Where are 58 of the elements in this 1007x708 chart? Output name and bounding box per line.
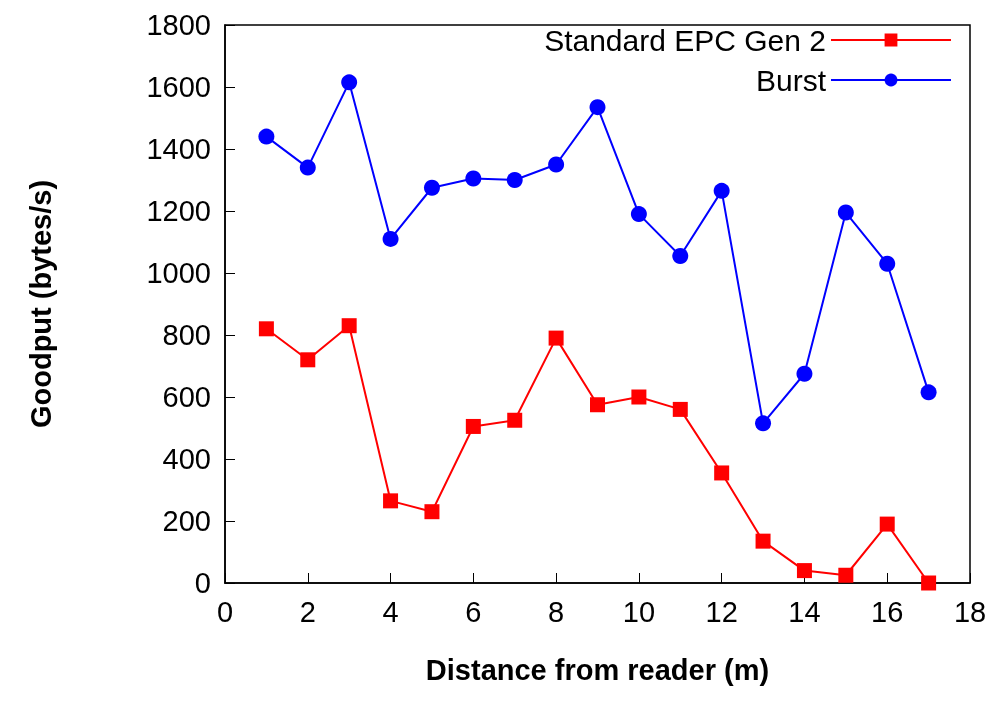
point bbox=[341, 318, 357, 334]
point bbox=[672, 247, 689, 264]
point bbox=[258, 128, 275, 145]
y-tick-label: 1600 bbox=[146, 71, 211, 103]
point bbox=[921, 575, 937, 591]
point bbox=[548, 156, 565, 173]
legend-label: Burst bbox=[755, 63, 827, 97]
point bbox=[258, 321, 274, 337]
x-tick-label: 16 bbox=[871, 595, 904, 628]
y-tick-label: 1000 bbox=[146, 257, 211, 289]
point bbox=[631, 389, 647, 405]
y-axis-title: Goodput (bytes/s) bbox=[24, 179, 57, 429]
point bbox=[630, 206, 647, 223]
point bbox=[755, 415, 772, 432]
point bbox=[382, 230, 399, 247]
y-tick-label: 400 bbox=[162, 443, 211, 475]
point bbox=[465, 418, 481, 434]
point bbox=[507, 412, 523, 428]
x-tick-label: 0 bbox=[216, 595, 234, 628]
x-tick-label: 6 bbox=[465, 595, 482, 628]
y-tick-label: 600 bbox=[162, 381, 211, 413]
point bbox=[424, 504, 440, 520]
point bbox=[300, 352, 316, 368]
point bbox=[341, 74, 358, 91]
y-tick-label: 1200 bbox=[146, 195, 211, 227]
x-tick-label: 12 bbox=[705, 595, 738, 628]
point bbox=[506, 172, 523, 188]
y-tick-label: 1400 bbox=[146, 133, 211, 165]
point bbox=[589, 99, 606, 116]
point bbox=[423, 179, 440, 196]
point bbox=[796, 563, 812, 579]
point bbox=[383, 493, 399, 509]
x-tick-label: 14 bbox=[788, 595, 821, 628]
legend-label: Standard EPC Gen 2 bbox=[544, 23, 826, 57]
y-tick-label: 1800 bbox=[146, 9, 211, 41]
point bbox=[465, 170, 482, 187]
y-tick-label: 200 bbox=[162, 505, 211, 537]
point bbox=[796, 365, 813, 382]
x-tick-label: 10 bbox=[622, 595, 656, 628]
x-tick-label: 4 bbox=[382, 595, 399, 628]
point bbox=[299, 159, 316, 176]
x-tick-label: 2 bbox=[299, 595, 316, 628]
point bbox=[713, 182, 730, 199]
point bbox=[920, 384, 937, 401]
point bbox=[714, 465, 730, 481]
point bbox=[672, 401, 688, 417]
y-tick-label: 800 bbox=[162, 319, 211, 351]
x-tick-label: 18 bbox=[953, 595, 987, 628]
point bbox=[755, 533, 771, 549]
point bbox=[838, 567, 854, 583]
point bbox=[879, 255, 896, 272]
x-tick-label: 8 bbox=[548, 595, 565, 628]
point bbox=[590, 397, 605, 413]
point bbox=[879, 516, 895, 532]
x-axis-title: Distance from reader (m) bbox=[425, 653, 770, 686]
point bbox=[837, 204, 854, 221]
point bbox=[548, 330, 564, 346]
y-tick-label: 0 bbox=[194, 567, 211, 599]
